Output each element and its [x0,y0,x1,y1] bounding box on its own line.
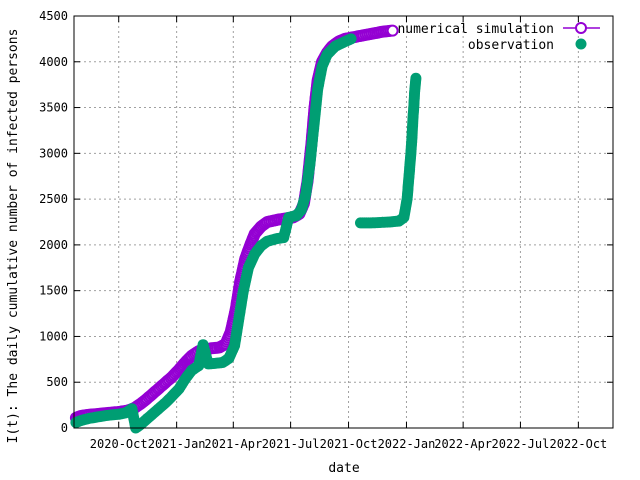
legend-marker-observation [575,38,587,50]
point-numerical-simulation [386,24,399,37]
legend: numerical simulation observation [397,22,600,53]
x-tick-label: 2022-Apr [434,437,492,451]
x-tick-label: 2021-Jan [148,437,206,451]
y-tick-label: 4500 [39,9,68,23]
legend-label-numerical-simulation: numerical simulation [397,22,554,37]
x-tick-label: 2021-Jul [262,437,320,451]
point-observation [345,33,357,45]
plot-frame [73,15,614,429]
point-observation [410,72,422,84]
y-tick-label: 1500 [39,284,68,298]
x-tick-label: 2022-Oct [549,437,607,451]
x-axis-label: date [328,461,359,476]
x-tick-label: 2022-Jan [378,437,436,451]
y-axis-label: I(t): The daily cumulative number of inf… [6,29,21,444]
y-tick-label: 0 [61,421,68,435]
series-observation [70,33,422,434]
x-tick-label: 2021-Oct [320,437,378,451]
y-tick-label: 2000 [39,238,68,252]
y-tick-label: 3500 [39,101,68,115]
y-tick-label: 2500 [39,192,68,206]
y-axis: 0 500 1000 1500 2000 2500 3000 3500 4000 4500 [39,9,613,435]
series-layer [69,24,422,434]
y-tick-label: 3000 [39,146,68,160]
y-tick-label: 500 [46,375,68,389]
legend-marker-numerical-simulation [575,22,587,34]
y-tick-label: 1000 [39,329,68,343]
x-tick-label: 2020-Oct [90,437,148,451]
x-tick-label: 2021-Apr [204,437,262,451]
y-tick-label: 4000 [39,55,68,69]
legend-label-observation: observation [468,38,554,53]
x-tick-label: 2022-Jul [492,437,550,451]
